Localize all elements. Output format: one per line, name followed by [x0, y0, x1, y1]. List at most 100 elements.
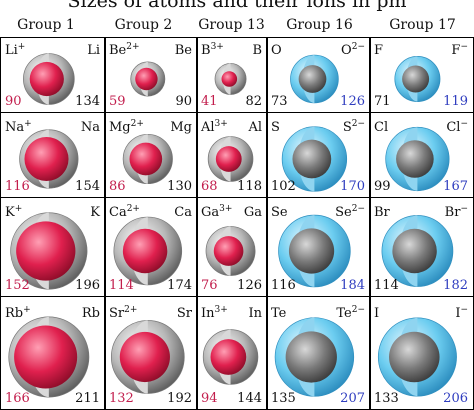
ion-cell-al: Al3+ Al 68 118: [198, 113, 266, 197]
ion-radius-value: 207: [340, 391, 365, 406]
ion-element: Al: [201, 120, 215, 135]
column-divider: [369, 37, 371, 410]
sphere-illustration: [290, 54, 339, 104]
atom-symbol: Br: [374, 205, 390, 220]
atom-symbol: Be: [174, 43, 192, 58]
ion-radius-value: 166: [5, 391, 30, 406]
atom-symbol: Sr: [176, 306, 192, 321]
ion-element: Li: [5, 43, 18, 58]
cation-sphere: [122, 228, 168, 274]
ion-radius-value: 114: [109, 278, 134, 293]
ion-radius-value: 90: [5, 94, 22, 109]
ion-radius-value: 184: [340, 278, 365, 293]
ion-element: I: [455, 306, 461, 321]
atom-radius-value: 211: [75, 391, 100, 406]
ion-radius-value: 76: [201, 278, 218, 293]
ion-radius-value: 68: [201, 179, 218, 194]
ion-symbol: Cl−: [446, 119, 468, 135]
ion-symbol: In3+: [201, 305, 228, 320]
ion-symbol: Br−: [444, 204, 468, 220]
ion-element: Ca: [109, 205, 127, 220]
ion-element: Br: [444, 205, 461, 220]
atom-symbol: Ca: [174, 205, 192, 220]
ion-radius-value: 170: [340, 179, 365, 194]
ion-radius-value: 126: [340, 94, 365, 109]
atom-core-sphere: [402, 65, 430, 93]
atom-core-sphere: [288, 228, 335, 274]
ion-radius-value: 182: [443, 278, 468, 293]
sphere-illustration: [10, 212, 88, 290]
cation-sphere: [215, 146, 242, 172]
sphere-illustration: [281, 126, 348, 192]
atom-core-sphere: [389, 331, 440, 383]
ion-cell-sr: Sr2+ Sr 132 192: [106, 297, 196, 409]
column-divider: [266, 37, 268, 410]
ion-cell-br: Br− Br 182 114: [371, 198, 472, 296]
ion-radius-value: 86: [109, 179, 126, 194]
ion-symbol: Li+: [5, 42, 26, 58]
ion-symbol: B3+: [201, 42, 224, 57]
sphere-illustration: [130, 61, 166, 97]
ion-cell-te: Te2− Te 207 135: [268, 297, 369, 409]
cation-sphere: [14, 325, 78, 389]
ion-element: Cl: [446, 120, 461, 135]
ion-charge: −: [460, 204, 468, 214]
ion-cell-b: B3+ B 41 82: [198, 38, 266, 112]
ion-cell-li: Li+ Li 90 134: [2, 38, 104, 112]
ion-charge: 2−: [351, 42, 365, 52]
ion-charge: 2+: [126, 204, 140, 214]
atom-radius-value: 174: [167, 278, 192, 293]
sphere-illustration: [207, 136, 254, 182]
atom-symbol: K: [90, 205, 100, 220]
ion-symbol: Sr2+: [109, 305, 138, 320]
ion-symbol: F−: [451, 42, 468, 57]
cation-sphere: [213, 236, 244, 266]
atom-radius-value: 135: [271, 391, 296, 406]
ion-charge: 2+: [124, 305, 138, 315]
ion-symbol: Mg2+: [109, 119, 144, 134]
ion-cell-o: O2− O 126 73: [268, 38, 369, 112]
atom-radius-value: 114: [374, 278, 399, 293]
ion-element: Rb: [5, 306, 24, 321]
sphere-illustration: [274, 317, 355, 397]
ion-radius-value: 152: [5, 278, 30, 293]
atom-radius-value: 71: [374, 94, 391, 109]
ion-charge: +: [23, 305, 31, 315]
atom-core-sphere: [292, 139, 332, 179]
atom-radius-value: 126: [237, 278, 262, 293]
atom-symbol: B: [252, 43, 262, 58]
atom-symbol: I: [374, 306, 380, 321]
atom-symbol: Rb: [81, 306, 100, 321]
ion-charge: +: [17, 42, 26, 52]
atom-symbol: Al: [248, 120, 262, 135]
ion-symbol: K+: [5, 204, 22, 220]
cation-sphere: [16, 221, 76, 281]
atom-symbol: In: [248, 306, 262, 321]
ion-charge: 3+: [214, 119, 228, 129]
ion-symbol: Al3+: [201, 119, 228, 135]
ion-radius-value: 41: [201, 94, 218, 109]
atom-radius-value: 154: [75, 179, 100, 194]
atom-radius-value: 102: [271, 179, 296, 194]
sphere-illustration: [377, 317, 457, 397]
atom-symbol: F: [374, 43, 384, 58]
ion-cell-mg: Mg2+ Mg 86 130: [106, 113, 196, 197]
ion-element: K: [5, 205, 15, 220]
sphere-illustration: [381, 215, 454, 287]
ion-element: Be: [109, 43, 127, 58]
ion-charge: 2−: [351, 305, 365, 315]
ion-cell-in: In3+ In 94 144: [198, 297, 266, 409]
ion-symbol: S2−: [342, 119, 365, 135]
ion-element: Te: [336, 306, 352, 321]
ion-symbol: Ga3+: [201, 204, 233, 219]
ion-charge: 3+: [219, 204, 233, 214]
atom-radius-value: 130: [167, 179, 192, 194]
ion-cell-be: Be2+ Be 59 90: [106, 38, 196, 112]
cation-sphere: [135, 67, 158, 91]
ion-symbol: Na+: [5, 119, 32, 134]
atom-core-sphere: [298, 65, 327, 93]
ion-element: S: [342, 120, 352, 135]
ion-radius-value: 167: [443, 179, 468, 194]
ion-radius-value: 59: [109, 94, 126, 109]
atom-symbol: Te: [271, 306, 287, 321]
